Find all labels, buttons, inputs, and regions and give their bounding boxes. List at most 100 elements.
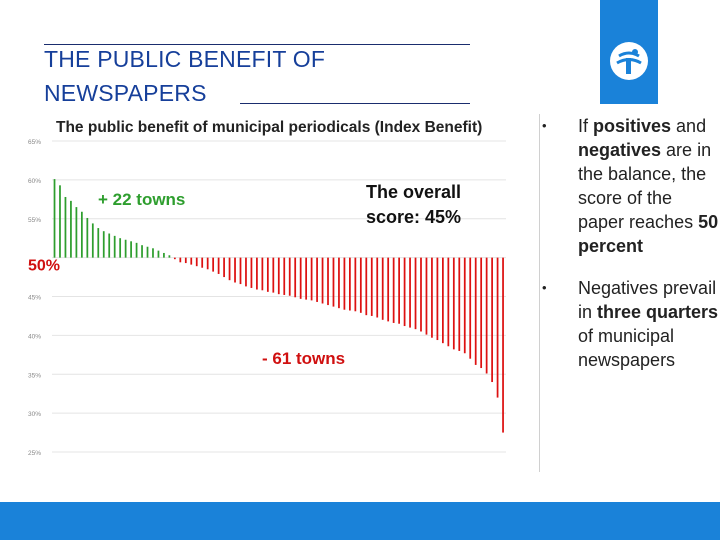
bar-positive xyxy=(80,211,83,258)
bar-negative xyxy=(310,257,313,301)
bar-positive xyxy=(119,238,122,258)
bar-negative xyxy=(359,257,362,313)
bar-negative xyxy=(190,257,193,265)
bullet-text: Negatives prevail in three quarters of m… xyxy=(578,278,719,370)
title-line-1: THE PUBLIC BENEFIT OF xyxy=(44,46,326,72)
bar-negative xyxy=(250,257,253,288)
bullet-text: If positives and negatives are in the ba… xyxy=(578,116,719,256)
bar-negative xyxy=(305,257,308,300)
bar-negative xyxy=(327,257,329,306)
title-line-2: NEWSPAPERS xyxy=(44,80,207,106)
bar-negative xyxy=(365,257,368,316)
bar-negative xyxy=(228,257,231,281)
bar-negative xyxy=(491,257,493,383)
divider xyxy=(539,114,540,472)
bar-positive xyxy=(91,223,94,258)
overall-score-line-1: The overall xyxy=(366,182,461,202)
bar-negative xyxy=(173,257,176,260)
bar-negative xyxy=(332,257,335,307)
logo-box xyxy=(600,0,658,104)
bar-negative xyxy=(447,257,450,347)
bar-negative xyxy=(245,257,247,287)
bullet-item: • If positives and negatives are in the … xyxy=(540,114,720,258)
bar-negative xyxy=(179,257,182,263)
bar-negative xyxy=(217,257,220,274)
bar-negative xyxy=(239,257,242,285)
bar-negative xyxy=(354,257,357,312)
bar-negative xyxy=(469,257,472,359)
bar-negative xyxy=(234,257,236,283)
bullet-list: • If positives and negatives are in the … xyxy=(540,114,720,372)
bar-negative xyxy=(387,257,390,322)
bullet-item: • Negatives prevail in three quarters of… xyxy=(540,276,720,372)
bullet-dot: • xyxy=(542,280,547,295)
bar-negative xyxy=(425,257,428,335)
bar-negative xyxy=(485,257,488,374)
bullet-dot: • xyxy=(542,118,547,133)
bar-negative xyxy=(436,257,439,341)
positive-annotation: + 22 towns xyxy=(98,190,185,209)
overall-score-line-2: score: 45% xyxy=(366,207,461,227)
chart-title: The public benefit of municipal periodic… xyxy=(56,119,482,136)
bar-positive xyxy=(157,250,160,258)
bar-negative xyxy=(343,257,346,310)
bar-negative xyxy=(316,257,318,302)
bar-negative xyxy=(376,257,379,318)
footer-bar xyxy=(0,502,720,540)
y-tick-label: 55% xyxy=(28,217,41,224)
bar-negative xyxy=(261,257,264,291)
y-tick-label: 60% xyxy=(28,178,41,185)
bar-positive xyxy=(168,255,171,258)
bar-negative xyxy=(184,257,187,264)
bar-negative xyxy=(381,257,384,320)
bar-positive xyxy=(163,252,165,258)
bar-negative xyxy=(206,257,209,270)
negative-annotation: - 61 towns xyxy=(262,349,345,368)
bar-negative xyxy=(272,257,275,293)
bar-positive xyxy=(75,207,78,258)
bar-negative xyxy=(403,257,406,327)
bar-positive xyxy=(152,248,154,258)
y-tick-label: 25% xyxy=(28,450,41,457)
bar-negative xyxy=(431,257,433,338)
bar-negative xyxy=(338,257,340,309)
logo-icon xyxy=(610,42,648,80)
bar-negative xyxy=(442,257,444,344)
bar-positive xyxy=(130,241,132,258)
bar-negative xyxy=(212,257,215,272)
y-tick-label: 30% xyxy=(28,411,41,418)
bar-positive xyxy=(97,228,100,258)
bar-positive xyxy=(141,245,143,258)
y-tick-label: 40% xyxy=(28,333,41,340)
bar-negative xyxy=(299,257,302,299)
bar-negative xyxy=(474,257,477,365)
bar-negative xyxy=(370,257,373,316)
bar-positive xyxy=(135,242,138,258)
bar-positive xyxy=(146,246,149,258)
bar-negative xyxy=(321,257,324,304)
bar-negative xyxy=(288,257,291,296)
bar-negative xyxy=(223,257,225,278)
bar-negative xyxy=(277,257,280,295)
bar-negative xyxy=(502,257,504,433)
bar-negative xyxy=(496,257,499,398)
bar-negative xyxy=(266,257,269,292)
bar-negative xyxy=(201,257,204,268)
bar-negative xyxy=(458,257,461,351)
y-tick-label: 45% xyxy=(28,295,41,302)
bar-negative xyxy=(463,257,466,354)
bar-negative xyxy=(392,257,395,323)
bar-negative xyxy=(480,257,483,369)
bar-negative xyxy=(414,257,417,330)
bar-negative xyxy=(452,257,455,350)
bar-negative xyxy=(195,257,198,267)
bar-negative xyxy=(256,257,258,290)
bar-negative xyxy=(420,257,422,332)
bar-negative xyxy=(409,257,411,328)
bar-positive xyxy=(108,233,111,258)
bar-negative xyxy=(294,257,297,298)
bar-negative xyxy=(398,257,400,324)
bar-positive xyxy=(102,231,105,258)
bar-negative xyxy=(349,257,351,311)
baseline-label: 50% xyxy=(28,258,60,275)
